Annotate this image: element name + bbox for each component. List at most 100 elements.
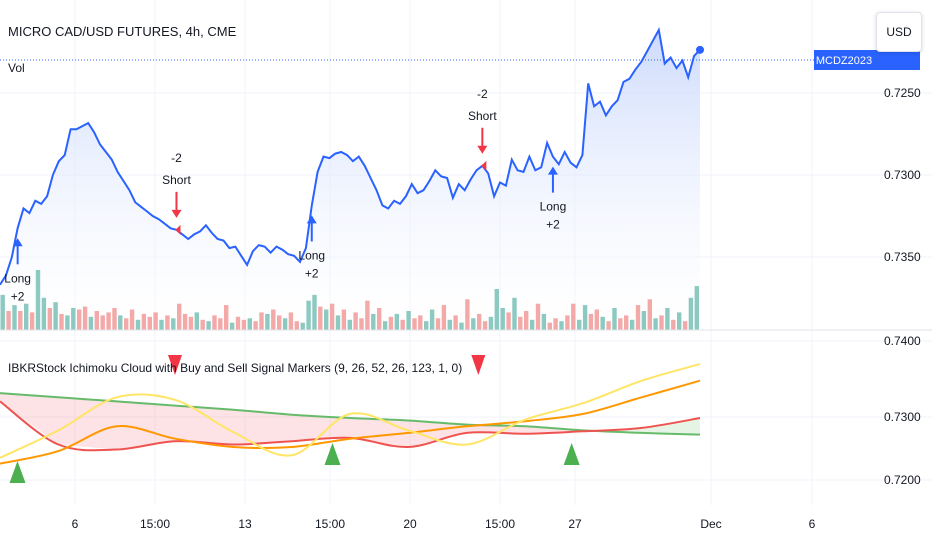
volume-bar	[124, 318, 129, 330]
tenkan-line	[0, 363, 701, 459]
cloud-segment	[247, 410, 256, 444]
volume-bar	[577, 319, 582, 330]
volume-bar	[612, 308, 617, 330]
time-tick-label: 15:00	[315, 517, 345, 531]
volume-bar	[77, 309, 82, 330]
volume-bar	[288, 312, 294, 330]
last-price-dot	[696, 45, 704, 54]
kijun-line	[0, 379, 701, 465]
cloud-segment	[488, 425, 496, 434]
volume-bar	[59, 313, 64, 330]
volume-bar	[53, 302, 58, 330]
time-axis[interactable]: 6 15:00 13 15:00 20 15:00 27 Dec 6	[72, 517, 816, 531]
volume-bar	[0, 294, 5, 330]
cloud-segment	[153, 404, 161, 445]
volume-bar	[524, 311, 529, 330]
volume-bar	[488, 316, 494, 330]
volume-bar	[506, 312, 511, 330]
volume-bar	[159, 319, 164, 330]
volume-bar	[547, 322, 552, 330]
price-tick-label: 0.7350	[884, 250, 921, 264]
cloud-segment	[298, 415, 307, 441]
indicator-tick-label: 0.7400	[884, 334, 921, 348]
cloud-segment	[109, 400, 117, 450]
volume-bar	[429, 309, 435, 330]
volume-bar	[282, 318, 288, 330]
long-signal-label: +2	[11, 289, 25, 303]
volume-bar	[682, 321, 688, 330]
volume-bar	[147, 316, 152, 330]
cloud-segment	[262, 412, 270, 443]
time-tick-label: 15:00	[485, 517, 515, 531]
cloud-segment	[94, 399, 103, 449]
time-tick-label: 6	[72, 517, 79, 531]
volume-bar	[206, 321, 211, 330]
volume-bar	[447, 319, 452, 330]
cloud-segment	[371, 418, 380, 443]
volume-bar	[224, 305, 229, 330]
short-arrow-head	[171, 209, 182, 218]
buy-triangle	[9, 461, 26, 483]
cloud-segment	[145, 403, 154, 446]
cloud-segment	[525, 426, 533, 434]
grid-lines	[0, 0, 932, 505]
volume-bar	[6, 311, 11, 330]
volume-bar	[82, 306, 88, 330]
cloud-segment	[226, 409, 234, 445]
currency-button[interactable]: USD	[876, 12, 922, 52]
volume-bar	[677, 312, 682, 330]
indicator-tick-label: 0.7300	[884, 410, 921, 424]
cloud-segment	[7, 393, 15, 413]
volume-bar	[647, 299, 652, 330]
volume-bar	[235, 316, 241, 330]
price-pane[interactable]: Long +2 -2 Short Long +2 -2 Short Long +2	[0, 27, 814, 330]
volume-bar	[377, 308, 382, 330]
volume-bar	[129, 309, 135, 330]
volume-bar	[529, 319, 535, 330]
volume-bar	[71, 308, 76, 330]
cloud-segment	[138, 402, 146, 447]
volume-bar	[324, 309, 329, 330]
volume-bar	[665, 308, 670, 330]
indicator-pane[interactable]	[0, 355, 701, 483]
price-tag-label: MCDZ2023	[816, 55, 872, 67]
cloud-segment	[670, 421, 679, 434]
cloud-segment	[342, 417, 350, 439]
cloud-segment	[36, 395, 44, 434]
cloud-segment	[240, 410, 248, 445]
short-signal-label: -2	[171, 151, 182, 165]
cloud-segment	[189, 406, 197, 443]
volume-bar	[200, 319, 205, 330]
cloud-segment	[14, 394, 22, 418]
cloud-segment	[21, 394, 30, 423]
volume-bar	[394, 313, 399, 330]
volume-bar	[629, 319, 635, 330]
volume-bar	[182, 313, 188, 330]
price-axis[interactable]: 0.7250 0.7300 0.7350	[884, 86, 921, 264]
volume-bar	[165, 315, 170, 330]
volume-bar	[535, 303, 541, 330]
volume-bar	[671, 319, 676, 330]
time-tick-label: 6	[809, 517, 816, 531]
price-area-fill	[0, 30, 700, 330]
volume-bar	[400, 319, 405, 330]
cloud-segment	[306, 415, 314, 441]
indicator-tick-label: 0.7200	[884, 473, 921, 487]
indicator-axis[interactable]: 0.7400 0.7300 0.7200	[884, 334, 921, 487]
cloud-segment	[430, 422, 438, 442]
volume-bar	[277, 315, 282, 330]
long-signal-label: Long	[540, 200, 567, 214]
cloud-segment	[408, 420, 416, 447]
sell-triangle	[168, 355, 182, 375]
long-arrow-head	[12, 238, 23, 247]
volume-bar	[88, 316, 94, 330]
cloud-segment	[65, 397, 73, 446]
short-signal-label: Short	[162, 173, 191, 187]
cloud-segment	[255, 411, 263, 444]
cloud-segment	[473, 424, 482, 434]
long-signal-label: Long	[4, 271, 31, 285]
volume-bar	[688, 297, 694, 330]
volume-bar	[171, 318, 176, 330]
cloud-segment	[437, 422, 445, 440]
